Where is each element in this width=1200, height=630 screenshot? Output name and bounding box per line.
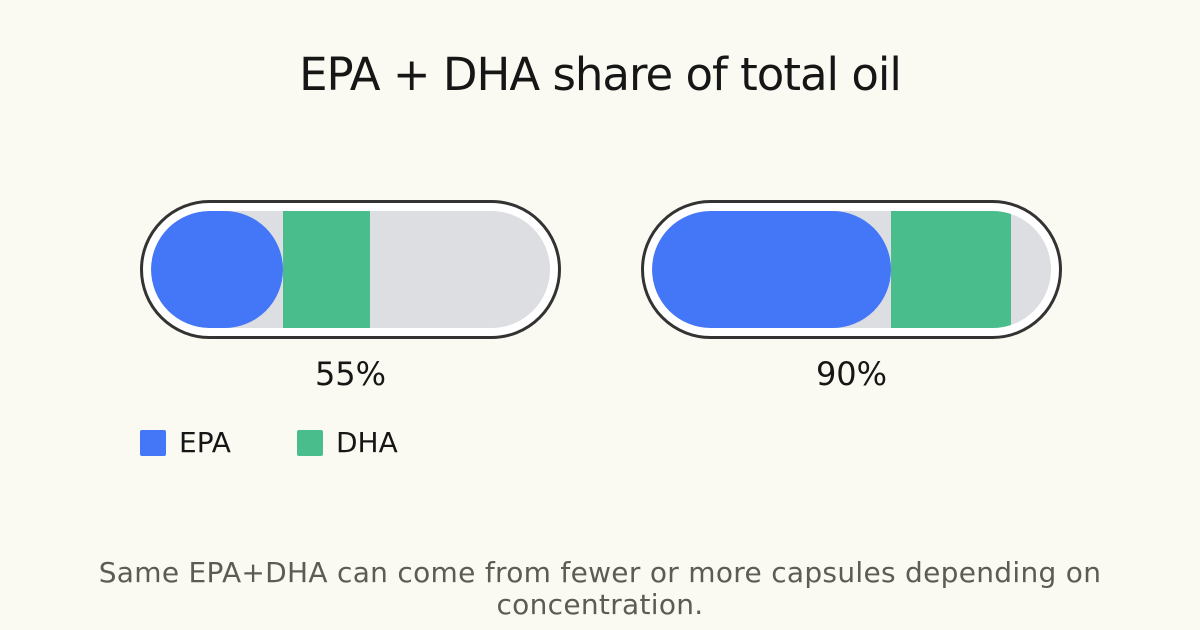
epa-swatch-icon [140, 430, 166, 456]
capsule-90-percent-label: 90% [815, 355, 888, 393]
capsule-55-group: 55% [140, 200, 561, 390]
capsule-55-percent-label: 55% [314, 355, 387, 393]
capsule-90-epa-fill [652, 211, 892, 328]
capsule-90-group: 90% [641, 200, 1062, 390]
page-title: EPA + DHA share of total oil [299, 48, 902, 101]
legend: EPA DHA [140, 429, 398, 457]
footer-note: Same EPA+DHA can come from fewer or more… [98, 556, 1102, 622]
capsule-55-dha-fill [282, 211, 371, 328]
legend-item-dha: DHA [296, 426, 398, 459]
legend-label-dha: DHA [335, 426, 398, 459]
capsule-90-outline [641, 200, 1062, 339]
capsule-55-track [151, 211, 550, 328]
capsule-90-track [652, 211, 1051, 328]
capsule-90-dha-fill [891, 211, 1012, 328]
legend-item-epa: EPA [140, 429, 231, 457]
capsule-55-epa-fill [151, 211, 283, 328]
capsule-55-outline [140, 200, 561, 339]
legend-label-epa: EPA [179, 426, 231, 459]
dha-swatch-icon [296, 430, 323, 456]
